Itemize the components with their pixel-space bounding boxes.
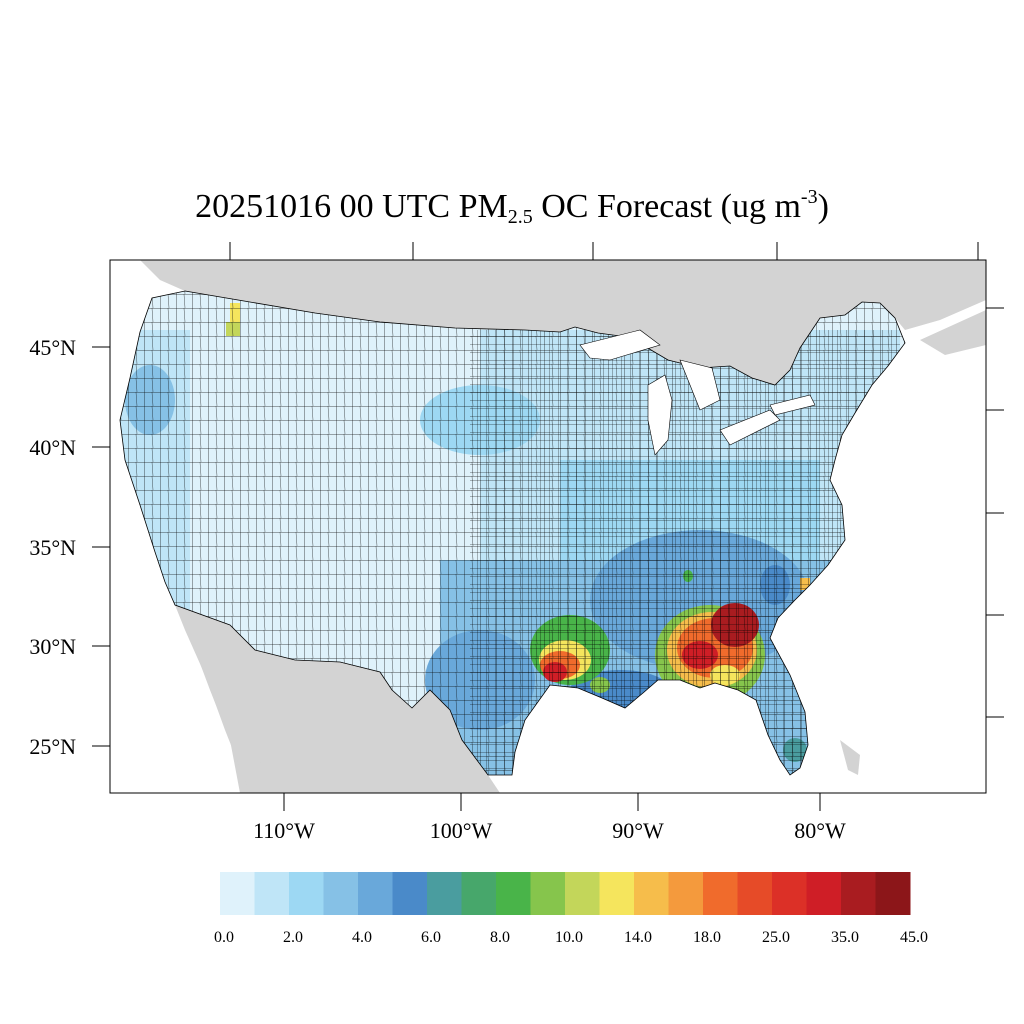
colorbar-box (668, 872, 704, 915)
colorbar-box (289, 872, 324, 915)
mexico-land (175, 605, 500, 793)
title-subscript: 2.5 (507, 206, 533, 228)
right-ticks (986, 307, 1004, 718)
lat-label-35: 35°N (29, 535, 76, 560)
lon-label-100w: 100°W (430, 818, 493, 843)
colorbar-box (254, 872, 290, 915)
map-area (110, 260, 986, 793)
colorbar-box (737, 872, 773, 915)
left-ticks (92, 346, 110, 747)
title-suffix: ) (817, 188, 829, 225)
cuba-land (840, 740, 860, 775)
us-outline (119, 290, 906, 776)
colorbar (220, 872, 911, 915)
colorbar-box (496, 872, 531, 915)
lon-label-80w: 80°W (794, 818, 846, 843)
lon-label-110w: 110°W (253, 818, 315, 843)
canada-land (140, 260, 986, 385)
colorbar-label: 14.0 (624, 929, 652, 946)
colorbar-label: 35.0 (831, 929, 859, 946)
colorbar-label: 0.0 (214, 929, 234, 946)
colorbar-labels: 0.0 2.0 4.0 6.0 8.0 10.0 14.0 18.0 25.0 35.0 45.0 (214, 929, 928, 946)
colorbar-box (565, 872, 600, 915)
lat-label-25: 25°N (29, 734, 76, 759)
colorbar-label: 25.0 (762, 929, 790, 946)
title-middle: OC Forecast (ug m (532, 188, 801, 225)
colorbar-box (599, 872, 635, 915)
map-frame (109, 259, 987, 794)
colorbar-label: 18.0 (693, 929, 721, 946)
map-title: 20251016 00 UTC PM2.5 OC Forecast (ug m-… (0, 183, 1024, 231)
colorbar-label: 10.0 (555, 929, 583, 946)
colorbar-box (634, 872, 669, 915)
colorbar-box (323, 872, 359, 915)
colorbar-label: 45.0 (900, 929, 928, 946)
colorbar-box (461, 872, 497, 915)
colorbar-box (392, 872, 428, 915)
bottom-ticks (283, 793, 821, 811)
colorbar-label: 8.0 (490, 929, 510, 946)
title-prefix: 20251016 00 UTC PM (195, 188, 508, 225)
colorbar-label: 2.0 (283, 929, 303, 946)
colorbar-box (841, 872, 876, 915)
colorbar-box (427, 872, 462, 915)
colorbar-box (220, 872, 255, 915)
colorbar-label: 4.0 (352, 929, 372, 946)
nova-scotia-land (920, 310, 986, 355)
colorbar-box (806, 872, 842, 915)
lat-label-40: 40°N (29, 435, 76, 460)
colorbar-label: 6.0 (421, 929, 441, 946)
baja-land (175, 605, 270, 793)
great-lakes (579, 329, 816, 456)
colorbar-box (703, 872, 738, 915)
colorbar-box (875, 872, 911, 915)
top-ticks (229, 242, 979, 260)
lat-label-45: 45°N (29, 335, 76, 360)
lon-label-90w: 90°W (612, 818, 664, 843)
colorbar-box (772, 872, 807, 915)
lat-label-30: 30°N (29, 634, 76, 659)
title-superscript: -3 (800, 186, 818, 208)
colorbar-box (530, 872, 566, 915)
colorbar-box (358, 872, 393, 915)
